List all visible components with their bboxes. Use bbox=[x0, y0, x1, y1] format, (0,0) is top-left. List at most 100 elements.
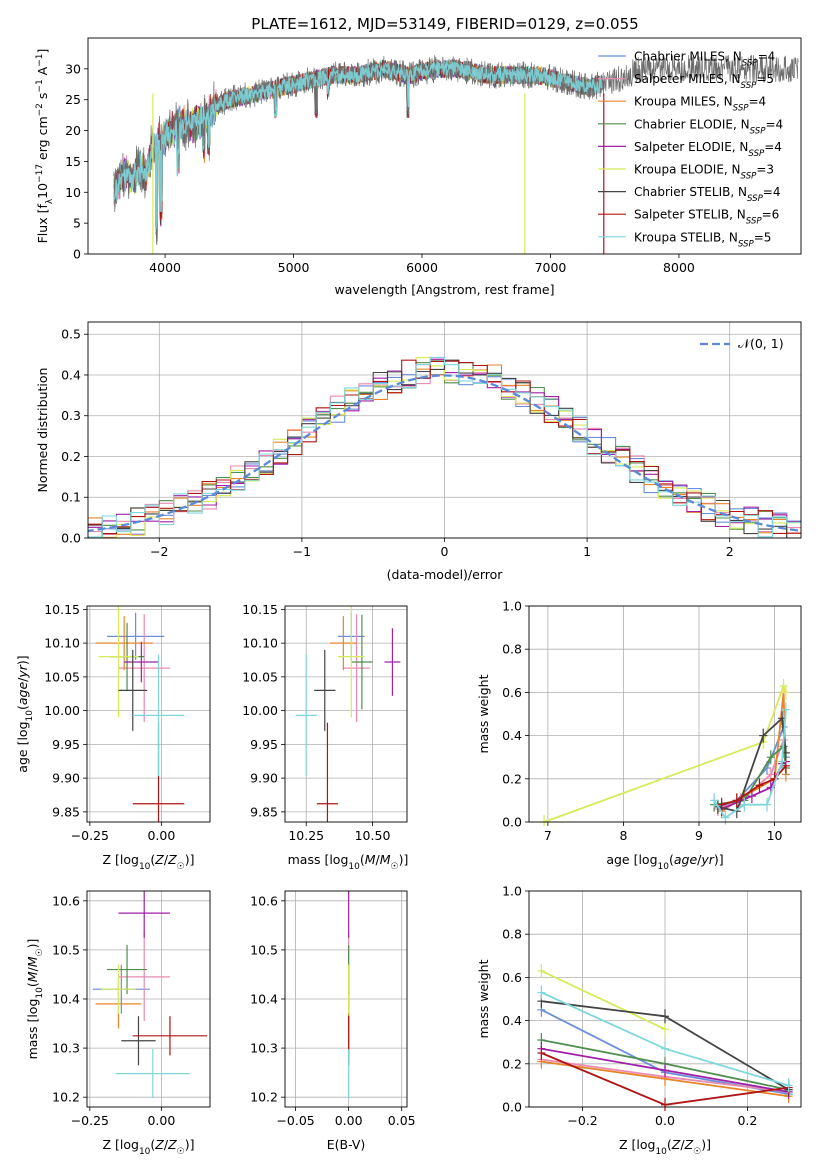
legend-label-salpeter-stelib-part: SSP bbox=[746, 217, 763, 227]
weight_vs_age-series-chabrier-stelib bbox=[713, 711, 790, 819]
age_vs_mass-xlabel-part: 10 bbox=[348, 862, 360, 872]
mass_vs_Z-plot bbox=[92, 891, 208, 1099]
weight_vs_age-xtick-label: 8 bbox=[619, 828, 627, 843]
mass_vs_Z-xlabel: Z [log10(Z/Z☉)] bbox=[102, 1137, 194, 1157]
age_vs_Z-xlabel-part: Z bbox=[154, 852, 164, 867]
weight_vs_age-line bbox=[713, 709, 787, 819]
weight_vs_Z-xlabel-part: ☉ bbox=[693, 1147, 701, 1157]
age_vs_mass-xlabel-part: / bbox=[376, 852, 381, 867]
weight_vs_age-plot bbox=[540, 678, 790, 826]
weight_vs_Z-xlabel-part: / bbox=[680, 1137, 685, 1152]
residuals-ytick-label: 0.0 bbox=[61, 531, 81, 546]
weight_vs_age-axes: 7 8 9 10 0.0 0.2 0.4 0.6 0.8 1.0 bbox=[502, 599, 801, 843]
mass_vs_ebv-xlabel: E(B-V) bbox=[327, 1137, 366, 1152]
age_vs_Z-point-kroupa-elodie bbox=[98, 606, 139, 718]
weight_vs_Z-ytick-label: 0.6 bbox=[502, 970, 522, 985]
mass_vs_ebv-ytick-label: 10.5 bbox=[250, 942, 278, 957]
mass_vs_Z-xlabel-part: 10 bbox=[139, 1147, 151, 1157]
residuals-xtick-label: −1 bbox=[293, 544, 311, 559]
age_vs_mass-ytick-label: 9.95 bbox=[250, 737, 278, 752]
legend-label-kroupa-elodie-part: SSP bbox=[741, 172, 758, 182]
spectrum-ytick-label: 0 bbox=[73, 247, 81, 262]
mass_vs_Z-frame bbox=[86, 890, 211, 1108]
weight_vs_Z-xtick-label: 0.0 bbox=[655, 1113, 675, 1128]
weight_vs_Z-xlabel-part: Z [log bbox=[619, 1137, 655, 1152]
legend-label-chabrier-stelib-part: Chabrier STELIB, N bbox=[634, 185, 747, 199]
legend-label-chabrier-miles: Chabrier MILES, NSSP=4 bbox=[634, 50, 775, 69]
age_vs_Z-point-kroupa-miles bbox=[95, 616, 153, 671]
spectrum-xtick-label: 5000 bbox=[278, 260, 310, 275]
residuals-hist-kroupa-elodie bbox=[88, 357, 801, 538]
legend-label-chabrier-elodie: Chabrier ELODIE, NSSP=4 bbox=[634, 117, 783, 136]
spectrum-xtick-label: 8000 bbox=[663, 260, 695, 275]
mass_vs_Z-xtick-label: 0.00 bbox=[147, 1113, 175, 1128]
age_vs_Z-xlabel-part: ( bbox=[150, 852, 155, 867]
age_vs_mass-xlabel-part: mass [log bbox=[288, 852, 349, 867]
residuals-ytick-label: 0.3 bbox=[61, 408, 81, 423]
age_vs_Z-xlabel: Z [log10(Z/Z☉)] bbox=[102, 852, 194, 872]
legend-label-salpeter-stelib: Salpeter STELIB, NSSP=6 bbox=[634, 208, 779, 227]
spectrum-ytick-label: 30 bbox=[65, 61, 81, 76]
age_vs_mass-ytick-label: 10.00 bbox=[242, 703, 278, 718]
mass_vs_Z-point-salpeter-elodie bbox=[118, 891, 170, 938]
weight_vs_Z-series-kroupa-elodie bbox=[537, 963, 669, 1037]
mass_vs_Z-ytick-label: 10.3 bbox=[52, 1041, 80, 1056]
mass_vs_Z-xlabel-part: )] bbox=[185, 1137, 195, 1152]
mass_vs_Z-ylabel-part: )] bbox=[25, 939, 40, 949]
mass_vs_Z-ylabel: mass [log10(M/M☉)] bbox=[25, 939, 45, 1060]
weight_vs_age-line bbox=[543, 683, 787, 823]
age_vs_Z-frame bbox=[86, 605, 211, 823]
weight_vs_Z-ytick-label: 1.0 bbox=[502, 884, 522, 899]
legend-label-kroupa-stelib-part: SSP bbox=[738, 239, 755, 249]
spectrum-ylabel-part: λ bbox=[45, 198, 55, 204]
age_vs_Z-ytick-label: 10.00 bbox=[44, 703, 80, 718]
weight_vs_age-xlabel-part: )] bbox=[714, 852, 724, 867]
age_vs_Z-ytick-label: 10.15 bbox=[44, 602, 80, 617]
weight_vs_Z-series-kroupa-stelib bbox=[537, 985, 793, 1093]
spectrum-ylabel: Flux [fλ10−17 erg cm−2 s−1 A−1] bbox=[35, 49, 55, 244]
mass_vs_ebv-ytick-label: 10.6 bbox=[250, 893, 278, 908]
legend-label-kroupa-miles-part: SSP bbox=[733, 104, 750, 114]
weight_vs_age-ytick-label: 0.2 bbox=[502, 771, 522, 786]
legend-label-kroupa-elodie: Kroupa ELODIE, NSSP=3 bbox=[634, 163, 774, 182]
legend-label-kroupa-elodie-part: =3 bbox=[756, 163, 774, 177]
spectrum-frame bbox=[87, 37, 802, 255]
age_vs_Z-point-chabrier-stelib bbox=[118, 649, 148, 731]
spectrum-ytick-label: 15 bbox=[65, 154, 81, 169]
mass_vs_Z-ylabel-part: ( bbox=[25, 982, 40, 987]
residuals-ytick-label: 0.5 bbox=[61, 327, 81, 342]
age_vs_Z-xlabel-part: 10 bbox=[139, 862, 151, 872]
residuals-xtick-label: 2 bbox=[726, 544, 734, 559]
weight_vs_Z-ytick-label: 0.8 bbox=[502, 927, 522, 942]
age_vs_Z-point-chabrier-miles bbox=[107, 612, 165, 660]
mass_vs_Z-point-kroupa-stelib bbox=[115, 1049, 190, 1099]
weight_vs_Z-axes: −0.2 0.0 0.2 0.0 0.2 0.4 0.6 0.8 1.0 bbox=[502, 884, 801, 1128]
mass_vs_Z-xtick-label: −0.25 bbox=[71, 1113, 109, 1128]
mass_vs_Z-point-kroupa-elodie bbox=[101, 964, 136, 1014]
residuals-axes: −2 −1 0 1 2 0.0 0.1 0.2 0.3 0.4 0.5 bbox=[61, 322, 801, 559]
weight_vs_age-xtick-label: 9 bbox=[695, 828, 703, 843]
age_vs_mass-point-salpeter-miles bbox=[343, 614, 370, 723]
age_vs_Z-xlabel-part: / bbox=[164, 852, 169, 867]
legend-label-chabrier-elodie-part: Chabrier ELODIE, N bbox=[634, 117, 750, 131]
legend-label-chabrier-miles-part: Chabrier MILES, N bbox=[634, 50, 742, 64]
residuals-frame bbox=[87, 321, 802, 539]
residuals-ylabel: Normed distribution bbox=[35, 368, 50, 493]
age_vs_mass-plot bbox=[295, 606, 401, 822]
weight_vs_age-xtick-label: 10 bbox=[767, 828, 783, 843]
residuals-xlabel: (data-model)/error bbox=[387, 567, 504, 582]
age_vs_Z-point-salpeter-elodie bbox=[124, 641, 159, 683]
mass_vs_Z-point-salpeter-stelib bbox=[132, 1016, 208, 1056]
legend-label-chabrier-miles-part: =4 bbox=[758, 50, 776, 64]
spectrum-ytick-label: 5 bbox=[73, 216, 81, 231]
legend-label-salpeter-miles-part: SSP bbox=[741, 81, 758, 91]
age_vs_mass-point-chabrier-elodie bbox=[351, 614, 373, 710]
residuals-xtick-label: 0 bbox=[441, 544, 449, 559]
mass_vs_ebv-ytick-label: 10.4 bbox=[250, 992, 278, 1007]
age_vs_Z-ytick-label: 9.90 bbox=[52, 771, 80, 786]
age_vs_mass-point-salpeter-elodie bbox=[384, 628, 401, 696]
age_vs_Z-xlabel-part: Z [log bbox=[102, 852, 138, 867]
spectrum-ytick-label: 10 bbox=[65, 185, 81, 200]
weight_vs_Z-xlabel-part: 10 bbox=[655, 1147, 667, 1157]
mass_vs_Z-ylabel-part: / bbox=[25, 966, 40, 971]
